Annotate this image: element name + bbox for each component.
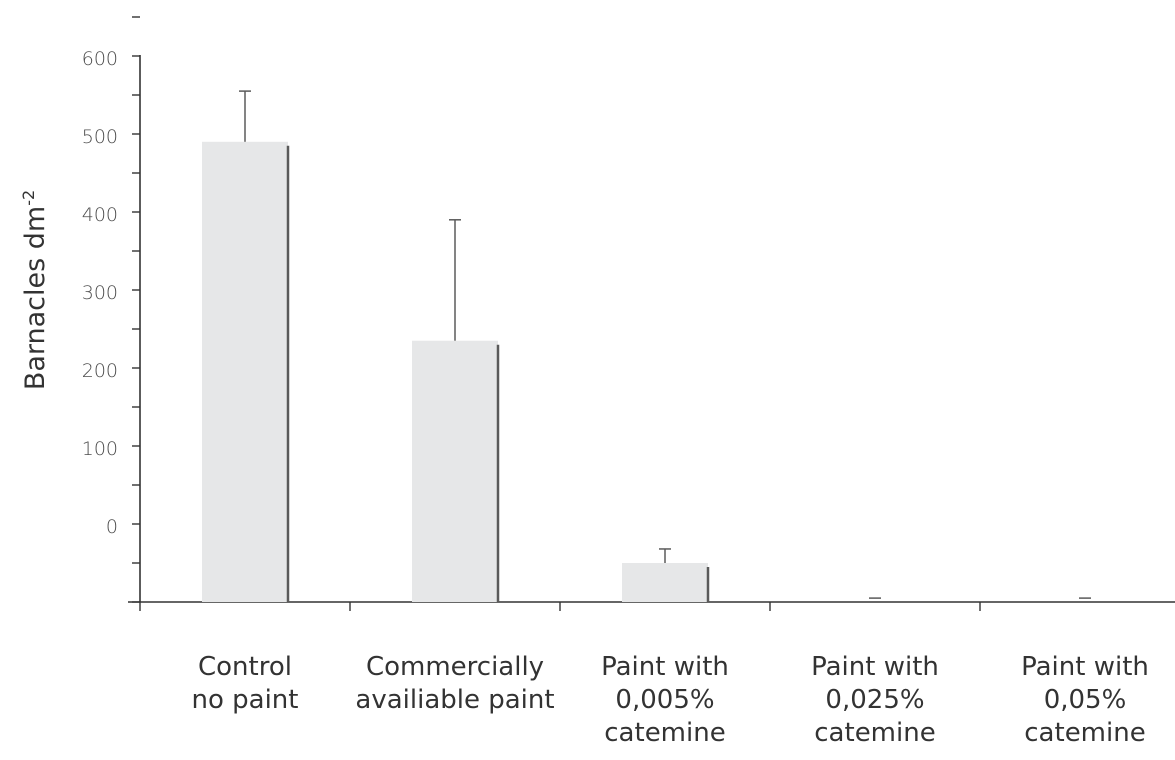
y-tick-label: 400 <box>82 204 118 226</box>
category-labels: Control no paint Commercially availiable pa… <box>192 652 1149 748</box>
category-label: Paint with 0,05% catemine <box>1021 652 1149 748</box>
category-label-line: 0,025% <box>825 685 924 715</box>
category-label-line: Paint with <box>811 652 939 682</box>
category-label-line: Control <box>198 652 292 682</box>
bar <box>412 340 498 602</box>
bar <box>202 141 288 603</box>
y-axis-label-superscript: -2 <box>19 190 38 206</box>
y-axis-label-text: Barnacles dm <box>20 206 51 390</box>
category-label-line: Paint with <box>601 652 729 682</box>
category-label-line: catemine <box>604 718 725 748</box>
y-axis-label: Barnacles dm-2 <box>19 190 51 390</box>
y-tick-label: 500 <box>82 126 118 148</box>
category-label-line: 0,05% <box>1044 685 1127 715</box>
category-label: Commercially availiable paint <box>355 652 554 715</box>
category-label: Control no paint <box>192 652 299 715</box>
y-tick-label: 100 <box>82 438 118 460</box>
category-label-line: catemine <box>814 718 935 748</box>
category-label-line: availiable paint <box>355 685 554 715</box>
x-axis <box>128 601 1175 611</box>
bars <box>202 90 1091 603</box>
category-label-line: Paint with <box>1021 652 1149 682</box>
y-axis: 0100200300400500600700 <box>82 16 141 603</box>
category-label: Paint with 0,005% catemine <box>601 652 729 748</box>
category-label: Paint with 0,025% catemine <box>811 652 939 748</box>
y-tick-label: 200 <box>82 360 118 382</box>
y-tick-label: 600 <box>82 48 118 70</box>
y-tick-label: 300 <box>82 282 118 304</box>
category-label-line: 0,005% <box>615 685 714 715</box>
bar <box>622 563 708 602</box>
category-label-line: Commercially <box>366 652 544 682</box>
y-tick-label: 0 <box>106 516 118 538</box>
category-label-line: no paint <box>192 685 299 715</box>
category-label-line: catemine <box>1024 718 1145 748</box>
